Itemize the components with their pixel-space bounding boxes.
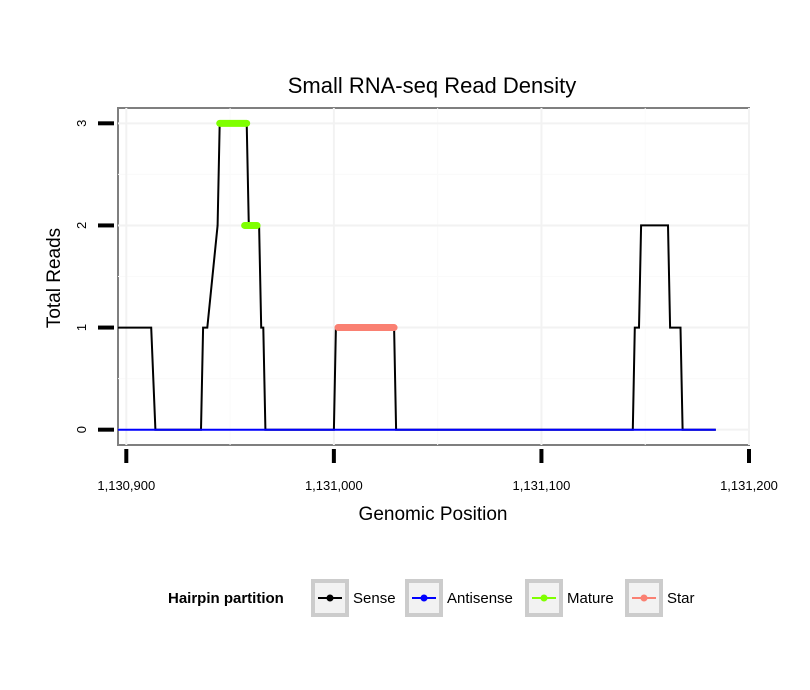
legend-swatch-dot	[540, 594, 548, 602]
x-tick-label: 1,131,200	[720, 478, 778, 493]
y-tick-label: 3	[74, 120, 89, 127]
y-tick-label: 0	[74, 426, 89, 433]
legend-label-mature: Mature	[567, 590, 614, 607]
y-tick-label: 2	[74, 222, 89, 229]
x-tick-label: 1,131,000	[305, 478, 363, 493]
legend-swatch-dot	[640, 594, 648, 602]
y-tick-label: 1	[74, 324, 89, 331]
x-tick-label: 1,131,100	[513, 478, 571, 493]
legend-label-star: Star	[667, 590, 695, 607]
series-layer	[118, 119, 716, 431]
x-axis-title: Genomic Position	[359, 504, 508, 525]
axis-layer: 1,130,900 1,131,000 1,131,100 1,131,200 0 1 2 3	[74, 120, 778, 493]
legend-swatch-dot	[326, 594, 334, 602]
legend-title: Hairpin partition	[168, 590, 284, 607]
legend: Hairpin partition Sense Antisense Mature St…	[168, 579, 695, 617]
legend-label-antisense: Antisense	[447, 590, 513, 607]
y-axis-title: Total Reads	[44, 228, 65, 328]
legend-label-sense: Sense	[353, 590, 396, 607]
x-tick-label: 1,130,900	[97, 478, 155, 493]
chart-title: Small RNA-seq Read Density	[288, 73, 577, 98]
legend-swatch-dot	[420, 594, 428, 602]
